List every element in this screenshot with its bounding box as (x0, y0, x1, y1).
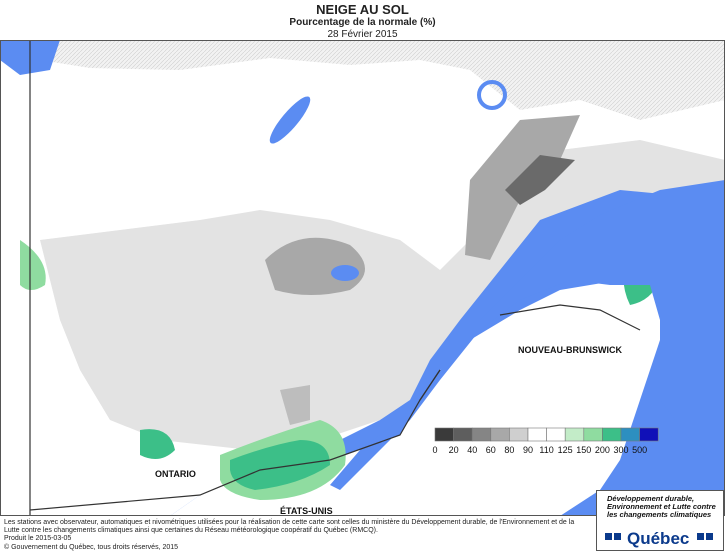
gray-zone (280, 385, 310, 425)
legend-label: 60 (486, 445, 496, 455)
legend-label: 150 (576, 445, 591, 455)
logo-ministry: Développement durable, Environnement et … (607, 494, 716, 519)
lake (477, 80, 507, 110)
logo-flag (614, 533, 621, 540)
legend-label: 0 (432, 445, 437, 455)
lake (331, 265, 359, 281)
green-zone (230, 440, 330, 490)
river (330, 180, 725, 490)
legend-label: 80 (504, 445, 514, 455)
footer-copyright: © Gouvernement du Québec, tous droits ré… (4, 544, 179, 551)
legend-label: 500 (632, 445, 647, 455)
green-zone (20, 240, 46, 290)
legend: 0 20 40 60 80 90 110 125 150 200 300 500 (432, 427, 659, 455)
legend-swatch (620, 427, 640, 442)
legend-swatch (639, 427, 659, 442)
legend-label: 40 (467, 445, 477, 455)
logo-flag (706, 533, 713, 540)
logo-name: Québec (627, 529, 690, 548)
legend-label: 200 (595, 445, 610, 455)
legend-label: 125 (558, 445, 573, 455)
legend-swatch (602, 427, 622, 442)
map-title: NEIGE AU SOL (316, 2, 409, 17)
gray-zone (40, 140, 725, 450)
region-label: ÉTATS-UNIS (280, 506, 333, 516)
legend-swatch (453, 427, 473, 442)
legend-swatch (509, 427, 529, 442)
region-label: NOUVEAU-BRUNSWICK (518, 345, 622, 355)
northern-zone (20, 40, 725, 120)
footer-note: Les stations avec observateur, automatiq… (4, 519, 575, 534)
legend-label: 110 (539, 445, 553, 455)
gray-zone (265, 237, 365, 295)
legend-swatch (434, 427, 454, 442)
logo: Développement durable, Environnement et … (596, 490, 724, 551)
legend-label: 90 (523, 445, 533, 455)
logo-flag (697, 533, 704, 540)
legend-label: 300 (613, 445, 628, 455)
legend-label: 20 (449, 445, 459, 455)
dark-zone (505, 155, 575, 205)
region-label: ONTARIO (155, 469, 196, 479)
map-date: 28 Février 2015 (327, 29, 398, 40)
legend-swatch (583, 427, 603, 442)
footer-produced: Produit le 2015-03-05 (4, 535, 72, 542)
legend-swatch (471, 427, 492, 442)
legend-swatch (490, 427, 510, 442)
map-subtitle: Pourcentage de la normale (%) (289, 17, 436, 28)
logo-flag (605, 533, 612, 540)
legend-swatch (546, 427, 566, 442)
land-south (170, 280, 660, 516)
green-zone (140, 429, 175, 459)
lake (269, 96, 311, 144)
border (419, 304, 641, 401)
map: ONTARIO ÉTATS-UNIS NOUVEAU-BRUNSWICK 0 20… (0, 40, 725, 516)
legend-swatch (564, 427, 585, 442)
legend-swatch (527, 427, 547, 442)
